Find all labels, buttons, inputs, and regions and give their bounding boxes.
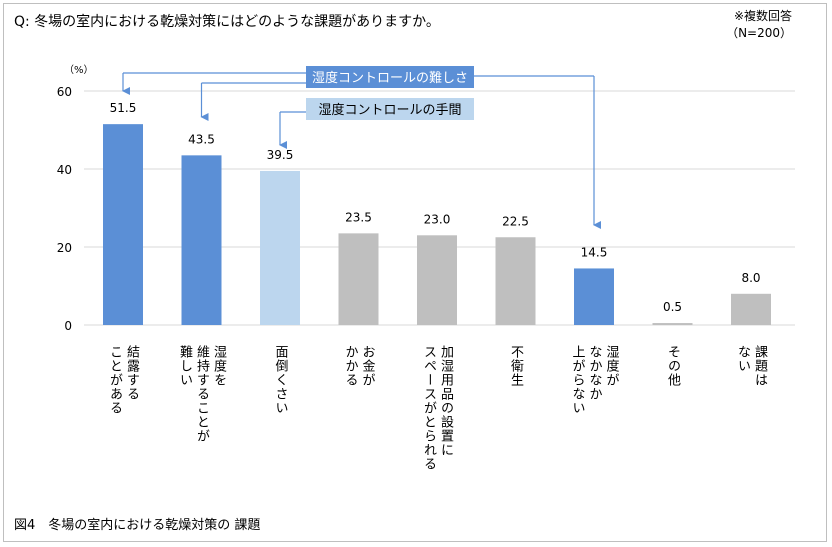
note-multiple-answers: ※複数回答 <box>733 9 792 23</box>
bar <box>417 235 457 325</box>
bar <box>338 233 379 325</box>
annotation-label-effort: 湿度コントロールの手間 <box>318 102 461 118</box>
y-tick-label: 0 <box>64 319 72 333</box>
bar-value-label: 39.5 <box>267 148 294 162</box>
x-category-label: 湿度が なかなか 上がらない <box>569 345 619 415</box>
bar-value-label: 14.5 <box>581 245 608 259</box>
question-title: Q: 冬場の室内における乾燥対策にはどのような課題がありますか。 <box>14 14 440 30</box>
note-sample-size: （N=200） <box>726 26 792 40</box>
bar <box>731 293 771 325</box>
annotation-box-effort <box>306 98 474 120</box>
y-tick-label: 40 <box>57 163 72 177</box>
x-category-label: 不衛生 <box>508 345 523 387</box>
bar <box>260 170 300 325</box>
x-category-label: 加湿用品の設置に スペースがとられる <box>421 345 453 471</box>
figure-caption: 図4 冬場の室内における乾燥対策の 課題 <box>14 518 261 533</box>
bar <box>495 237 536 325</box>
bar <box>103 124 143 326</box>
bar-value-label: 23.0 <box>424 212 451 226</box>
bar <box>652 323 693 325</box>
x-category-label: お金が かかる <box>342 345 375 387</box>
annotation-label-difficulty: 湿度コントロールの難しさ <box>312 70 468 86</box>
y-tick-label: 20 <box>57 241 72 255</box>
bar <box>574 268 614 325</box>
bar-value-label: 0.5 <box>663 300 682 314</box>
x-category-label: その他 <box>665 345 680 387</box>
bar-value-label: 43.5 <box>188 132 215 146</box>
y-tick-label: 60 <box>57 85 72 99</box>
annotation-box-difficulty <box>306 66 474 88</box>
y-axis-unit: （%） <box>64 64 94 76</box>
x-category-label: 課題は ない <box>735 345 767 387</box>
x-category-label: 面倒くさい <box>272 345 288 415</box>
bar-value-label: 23.5 <box>345 210 372 224</box>
figure-frame <box>3 3 827 542</box>
bar-value-label: 8.0 <box>741 271 760 285</box>
x-category-label: 湿度を 維持することが 難しい <box>177 345 226 443</box>
bar <box>181 155 222 325</box>
bar-value-label: 51.5 <box>110 101 137 115</box>
bar-value-label: 22.5 <box>502 214 529 228</box>
response-note: ※複数回答 （N=200） <box>726 8 792 42</box>
x-category-label: 結露する ことがある <box>107 345 139 415</box>
